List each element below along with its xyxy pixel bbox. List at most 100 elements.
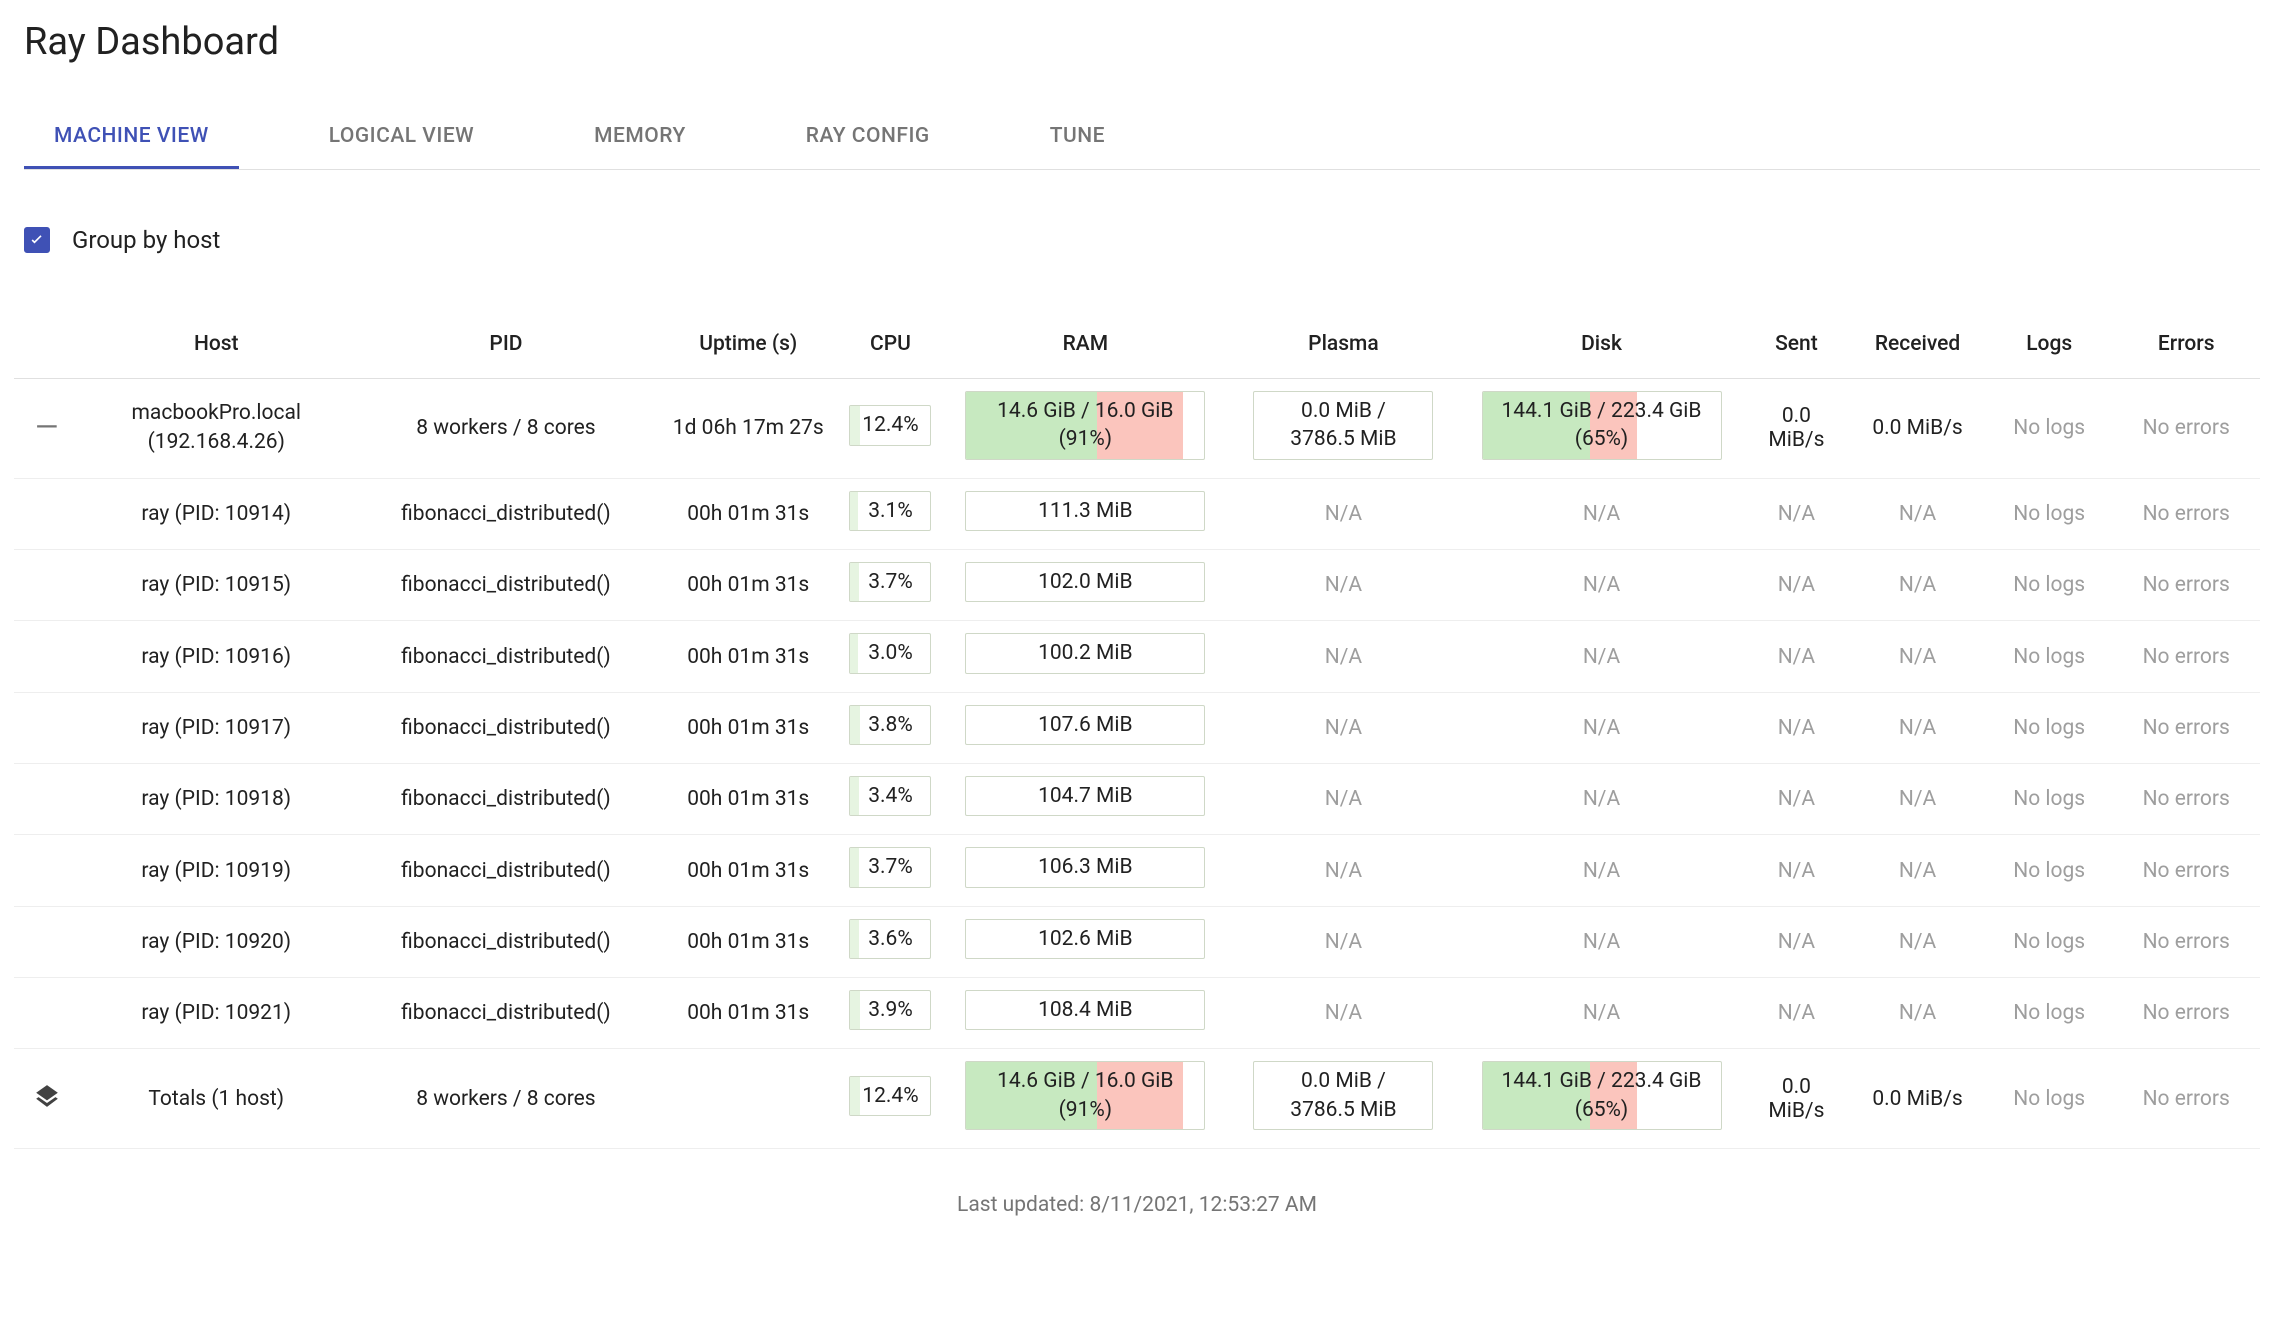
cpu-cell: 3.8%: [838, 692, 943, 763]
disk-cell: N/A: [1459, 692, 1743, 763]
errors-cell[interactable]: No errors: [2112, 906, 2260, 977]
disk-cell: 144.1 GiB / 223.4 GiB(65%): [1459, 379, 1743, 479]
pid-cell: fibonacci_distributed(): [353, 764, 659, 835]
disk-cell: N/A: [1459, 906, 1743, 977]
errors-cell[interactable]: No errors: [2112, 978, 2260, 1049]
worker-row: ray (PID: 10918)fibonacci_distributed()0…: [14, 764, 2260, 835]
disk-cell: N/A: [1459, 550, 1743, 621]
logs-cell[interactable]: No logs: [1986, 835, 2112, 906]
groupby-label: Group by host: [72, 226, 220, 254]
sent-cell: N/A: [1744, 978, 1849, 1049]
plasma-cell: 0.0 MiB /3786.5 MiB: [1228, 1049, 1460, 1149]
sent-cell: N/A: [1744, 906, 1849, 977]
toggle-cell: [14, 978, 79, 1049]
sent-cell: 0.0 MiB/s: [1744, 1049, 1849, 1149]
totals-row: Totals (1 host)8 workers / 8 cores12.4%1…: [14, 1049, 2260, 1149]
tab-machine-view[interactable]: MACHINE VIEW: [24, 110, 239, 169]
logs-cell[interactable]: No logs: [1986, 621, 2112, 692]
toggle-cell: [14, 621, 79, 692]
col-header: Sent: [1744, 310, 1849, 379]
tab-ray-config[interactable]: RAY CONFIG: [776, 110, 960, 169]
logs-cell[interactable]: No logs: [1986, 692, 2112, 763]
uptime-cell: 1d 06h 17m 27s: [659, 379, 838, 479]
col-header: PID: [353, 310, 659, 379]
errors-cell[interactable]: No errors: [2112, 478, 2260, 549]
received-cell: N/A: [1849, 764, 1986, 835]
worker-row: ray (PID: 10916)fibonacci_distributed()0…: [14, 621, 2260, 692]
groupby-row: Group by host: [24, 226, 2260, 254]
received-cell: N/A: [1849, 835, 1986, 906]
ram-cell: 102.6 MiB: [943, 906, 1227, 977]
tabs: MACHINE VIEW LOGICAL VIEW MEMORY RAY CONFIG…: [24, 110, 2260, 170]
logs-cell[interactable]: No logs: [1986, 978, 2112, 1049]
pid-cell: fibonacci_distributed(): [353, 906, 659, 977]
logs-cell[interactable]: No logs: [1986, 764, 2112, 835]
worker-row: ray (PID: 10917)fibonacci_distributed()0…: [14, 692, 2260, 763]
errors-cell[interactable]: No errors: [2112, 550, 2260, 621]
plasma-cell: N/A: [1228, 692, 1460, 763]
uptime-cell: 00h 01m 31s: [659, 906, 838, 977]
ram-cell: 104.7 MiB: [943, 764, 1227, 835]
plasma-cell: 0.0 MiB /3786.5 MiB: [1228, 379, 1460, 479]
errors-cell[interactable]: No errors: [2112, 379, 2260, 479]
ram-cell: 14.6 GiB / 16.0 GiB(91%): [943, 379, 1227, 479]
received-cell: N/A: [1849, 978, 1986, 1049]
worker-row: ray (PID: 10915)fibonacci_distributed()0…: [14, 550, 2260, 621]
logs-cell[interactable]: No logs: [1986, 1049, 2112, 1149]
tab-memory[interactable]: MEMORY: [564, 110, 716, 169]
host-cell: Totals (1 host): [79, 1049, 353, 1149]
logs-cell[interactable]: No logs: [1986, 379, 2112, 479]
errors-cell[interactable]: No errors: [2112, 835, 2260, 906]
totals-icon-cell: [14, 1049, 79, 1149]
plasma-cell: N/A: [1228, 906, 1460, 977]
host-cell: ray (PID: 10920): [79, 906, 353, 977]
plasma-cell: N/A: [1228, 764, 1460, 835]
logs-cell[interactable]: No logs: [1986, 550, 2112, 621]
col-header: Host: [79, 310, 353, 379]
machines-table: HostPIDUptime (s)CPURAMPlasmaDiskSentRec…: [14, 310, 2260, 1149]
pid-cell: fibonacci_distributed(): [353, 550, 659, 621]
toggle-cell: [14, 835, 79, 906]
page-title: Ray Dashboard: [24, 20, 2260, 64]
host-cell: ray (PID: 10919): [79, 835, 353, 906]
ram-cell: 14.6 GiB / 16.0 GiB(91%): [943, 1049, 1227, 1149]
cpu-cell: 3.1%: [838, 478, 943, 549]
ram-cell: 100.2 MiB: [943, 621, 1227, 692]
pid-cell: fibonacci_distributed(): [353, 978, 659, 1049]
uptime-cell: [659, 1049, 838, 1149]
groupby-checkbox[interactable]: [24, 227, 50, 253]
cpu-cell: 3.7%: [838, 835, 943, 906]
col-header: Disk: [1459, 310, 1743, 379]
plasma-cell: N/A: [1228, 835, 1460, 906]
col-header: Errors: [2112, 310, 2260, 379]
disk-cell: N/A: [1459, 621, 1743, 692]
table-header-row: HostPIDUptime (s)CPURAMPlasmaDiskSentRec…: [14, 310, 2260, 379]
plasma-cell: N/A: [1228, 978, 1460, 1049]
sent-cell: N/A: [1744, 478, 1849, 549]
checkmark-icon: [27, 230, 47, 250]
errors-cell[interactable]: No errors: [2112, 621, 2260, 692]
tab-logical-view[interactable]: LOGICAL VIEW: [299, 110, 504, 169]
col-header: CPU: [838, 310, 943, 379]
host-row: —macbookPro.local(192.168.4.26)8 workers…: [14, 379, 2260, 479]
plasma-cell: N/A: [1228, 621, 1460, 692]
received-cell: 0.0 MiB/s: [1849, 1049, 1986, 1149]
errors-cell[interactable]: No errors: [2112, 692, 2260, 763]
host-cell: macbookPro.local(192.168.4.26): [79, 379, 353, 479]
logs-cell[interactable]: No logs: [1986, 478, 2112, 549]
col-header: Logs: [1986, 310, 2112, 379]
disk-cell: N/A: [1459, 764, 1743, 835]
errors-cell[interactable]: No errors: [2112, 764, 2260, 835]
plasma-cell: N/A: [1228, 478, 1460, 549]
last-updated: Last updated: 8/11/2021, 12:53:27 AM: [14, 1193, 2260, 1217]
errors-cell[interactable]: No errors: [2112, 1049, 2260, 1149]
sent-cell: N/A: [1744, 764, 1849, 835]
tab-tune[interactable]: TUNE: [1020, 110, 1135, 169]
ram-cell: 111.3 MiB: [943, 478, 1227, 549]
col-header: RAM: [943, 310, 1227, 379]
collapse-icon[interactable]: —: [35, 410, 58, 445]
col-header: Plasma: [1228, 310, 1460, 379]
worker-row: ray (PID: 10919)fibonacci_distributed()0…: [14, 835, 2260, 906]
toggle-cell: [14, 550, 79, 621]
logs-cell[interactable]: No logs: [1986, 906, 2112, 977]
